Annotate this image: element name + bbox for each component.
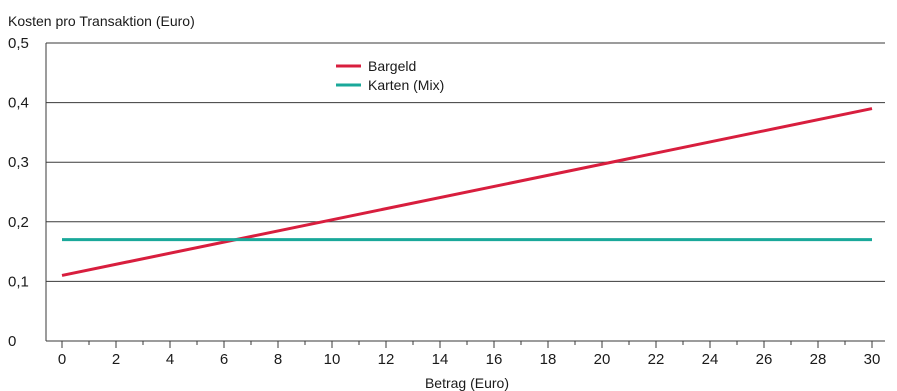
x-tick-label: 4 — [166, 351, 174, 368]
x-tick-label: 16 — [486, 351, 503, 368]
x-tick-label: 0 — [58, 351, 66, 368]
y-tick-label: 0,1 — [8, 273, 29, 290]
legend-label-karten-mix: Karten (Mix) — [368, 77, 444, 93]
y-axis-title: Kosten pro Transaktion (Euro) — [8, 13, 195, 29]
y-tick-label: 0,2 — [8, 214, 29, 231]
x-tick-label: 28 — [810, 351, 827, 368]
x-tick-label: 10 — [324, 351, 341, 368]
series-line-bargeld — [61, 107, 873, 277]
x-tick-label: 26 — [756, 351, 773, 368]
x-tick-label: 12 — [378, 351, 395, 368]
y-tick-label: 0,5 — [8, 35, 29, 52]
x-tick-label: 6 — [220, 351, 228, 368]
legend-label-bargeld: Bargeld — [368, 58, 416, 74]
x-tick-label: 30 — [864, 351, 881, 368]
x-axis-title: Betrag (Euro) — [425, 375, 509, 391]
y-tick-label: 0,4 — [8, 95, 29, 112]
y-tick-label: 0 — [8, 333, 16, 350]
series-lines — [61, 107, 873, 277]
x-tick-label: 18 — [540, 351, 557, 368]
x-tick-label: 2 — [112, 351, 120, 368]
x-tick-label: 8 — [274, 351, 282, 368]
x-tick-label: 22 — [648, 351, 665, 368]
x-tick-label: 20 — [594, 351, 611, 368]
axes — [45, 43, 885, 348]
tick-labels: 00,10,20,30,40,50 2 4 6 8 10 12 14 16 18 20 22 24 26 2… — [8, 35, 880, 368]
x-tick-label: 24 — [702, 351, 719, 368]
y-tick-label: 0,3 — [8, 154, 29, 171]
gridlines — [46, 42, 885, 282]
legend: Bargeld Karten (Mix) — [336, 58, 444, 93]
x-tick-label: 14 — [432, 351, 449, 368]
